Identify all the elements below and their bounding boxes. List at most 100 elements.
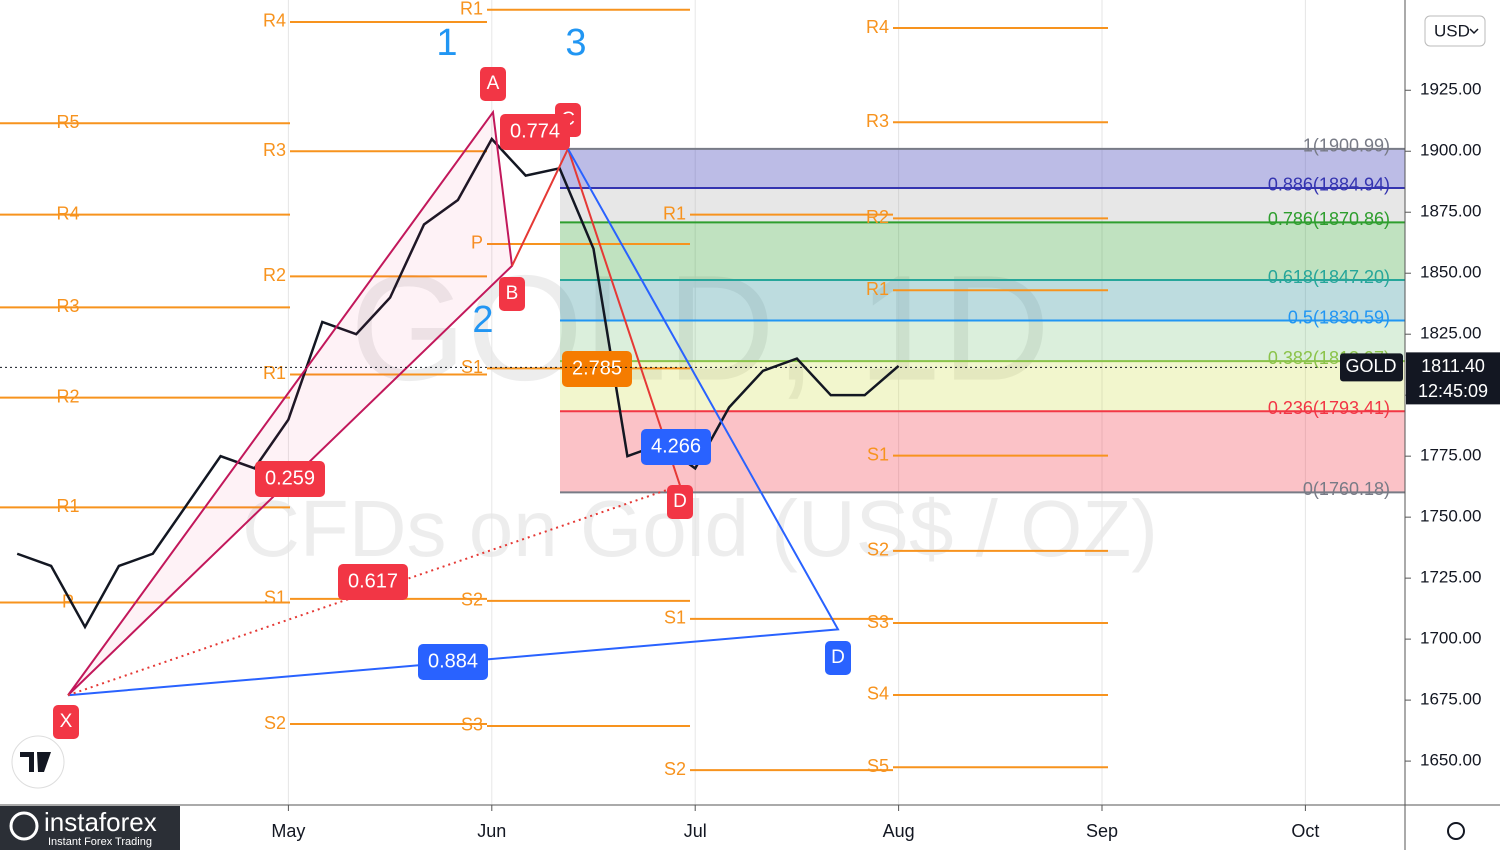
pattern-point-label: B: [506, 283, 519, 304]
pivot-label: S2: [664, 759, 686, 779]
x-tick-label: Jul: [684, 821, 707, 841]
pivot-label: R1: [663, 203, 686, 223]
pivot-label: R1: [460, 0, 483, 19]
pivot-label: S4: [867, 684, 889, 704]
ratio-label: 0.774: [510, 120, 560, 142]
brand-name: instaforex: [44, 807, 157, 837]
fib-zone: [560, 320, 1405, 362]
watermark-subtitle: CFDs on Gold (US$ / OZ): [242, 484, 1158, 573]
ratio-label: 4.266: [651, 435, 701, 457]
pivot-label: R5: [56, 112, 79, 132]
settings-button[interactable]: [1447, 822, 1465, 840]
pattern-point-label: D: [831, 647, 845, 668]
pivot-label: S2: [461, 590, 483, 610]
fib-zone: [560, 187, 1405, 223]
ratio-box: [338, 564, 408, 600]
currency-label[interactable]: USD: [1434, 21, 1470, 40]
y-tick-label: 1675.00: [1420, 690, 1481, 709]
ratio-box: [255, 461, 325, 497]
brand-tagline: Instant Forex Trading: [48, 836, 152, 848]
ratio-box: [418, 644, 488, 680]
pattern-point-box: [499, 277, 525, 311]
x-tick-label: May: [271, 821, 305, 841]
pivot-label: R2: [866, 207, 889, 227]
pattern-point-box: [53, 705, 79, 739]
y-tick-label: 1925.00: [1420, 80, 1481, 99]
y-tick-label: 1725.00: [1420, 568, 1481, 587]
fib-label: 1(1900.99): [1303, 136, 1390, 156]
ratio-label: 2.785: [572, 357, 622, 379]
pattern-point-label: A: [487, 73, 500, 94]
wave-label: 3: [565, 22, 586, 64]
price-line: [16, 136, 900, 630]
pivot-label: S2: [264, 713, 286, 733]
pivot-label: S3: [867, 612, 889, 632]
pivot-label: R1: [263, 363, 286, 383]
pivot-label: P: [62, 591, 74, 611]
brand-icon: [9, 811, 39, 841]
y-tick-label: 1650.00: [1420, 751, 1481, 770]
fib-label: 0.886(1884.94): [1268, 175, 1390, 195]
ratio-box: [641, 429, 711, 465]
pivot-label: S1: [264, 588, 286, 608]
pivot-label: R1: [866, 279, 889, 299]
pivot-label: R2: [56, 386, 79, 406]
pattern-point-box: [667, 485, 693, 519]
x-tick-label: Oct: [1291, 821, 1319, 841]
fib-label: 0.786(1870.86): [1268, 209, 1390, 229]
ratio-label: 0.617: [348, 570, 398, 592]
x-tick-label: Sep: [1086, 821, 1118, 841]
pivot-label: R4: [263, 11, 286, 31]
fib-label: 0.5(1830.59): [1288, 307, 1390, 327]
pivot-label: R2: [263, 265, 286, 285]
pattern-point-box: [480, 67, 506, 101]
fib-label: 0.618(1847.20): [1268, 267, 1390, 287]
pattern-point-label: X: [60, 711, 73, 732]
currency-button[interactable]: USD: [1424, 15, 1486, 47]
fib-zone: [560, 222, 1405, 281]
fib-zone: [560, 280, 1405, 321]
ratio-box: [500, 114, 570, 150]
pivot-label: S1: [664, 608, 686, 628]
y-tick-label: 1825.00: [1420, 324, 1481, 343]
wave-label: 2: [472, 299, 493, 341]
x-tick-label: Aug: [883, 821, 915, 841]
pattern-point-box: [825, 641, 851, 675]
y-tick-label: 1700.00: [1420, 629, 1481, 648]
pivot-label: S5: [867, 756, 889, 776]
currency-box[interactable]: [1424, 15, 1486, 47]
x-tick-label: Jun: [477, 821, 506, 841]
logo-mark: [20, 752, 51, 772]
y-tick-label: 1750.00: [1420, 507, 1481, 526]
ratio-label: 0.884: [428, 650, 478, 672]
last-price-label: 1811.40: [1421, 356, 1485, 376]
pivot-label: R3: [56, 296, 79, 316]
ratio-box: [562, 351, 632, 387]
fib-label: 0.236(1793.41): [1268, 398, 1390, 418]
symbol-label: GOLD: [1345, 356, 1396, 376]
wave-label: 1: [436, 22, 457, 64]
pivot-label: R3: [263, 140, 286, 160]
gear-icon[interactable]: [1447, 822, 1465, 840]
y-tick-label: 1775.00: [1420, 446, 1481, 465]
ratio-label: 0.259: [265, 467, 315, 489]
y-tick-label: 1900.00: [1420, 141, 1481, 160]
pivot-label: R3: [866, 111, 889, 131]
countdown-label: 12:45:09: [1418, 381, 1488, 401]
fib-label: 0(1760.18): [1303, 479, 1390, 499]
pivot-label: S1: [867, 444, 889, 464]
last-price-box: [1406, 352, 1500, 405]
pivot-label: R1: [56, 496, 79, 516]
y-tick-label: 1875.00: [1420, 202, 1481, 221]
fib-zone: [560, 148, 1405, 188]
dropdown-icon[interactable]: [1469, 28, 1479, 35]
pattern-alt-cd: [67, 148, 840, 697]
tv-logo: [11, 735, 65, 789]
pattern-point-label: D: [673, 491, 687, 512]
y-tick-label: 1850.00: [1420, 263, 1481, 282]
pivot-label: R4: [56, 203, 79, 223]
symbol-box: [1340, 353, 1403, 382]
pivot-label: S2: [867, 540, 889, 560]
